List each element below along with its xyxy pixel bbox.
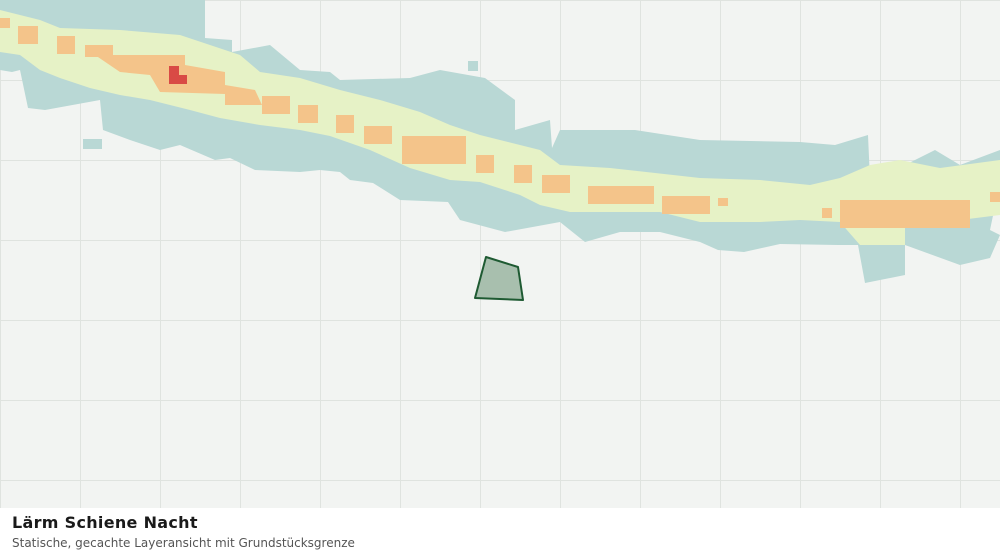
noise-zone-medium [0,10,1000,245]
noise-zone-very-high [169,66,187,84]
map-title: Lärm Schiene Nacht [12,513,198,532]
parcel-boundary [474,256,524,301]
map-view [0,0,1000,508]
map-subtitle: Statische, gecachte Layeransicht mit Gru… [12,536,355,550]
